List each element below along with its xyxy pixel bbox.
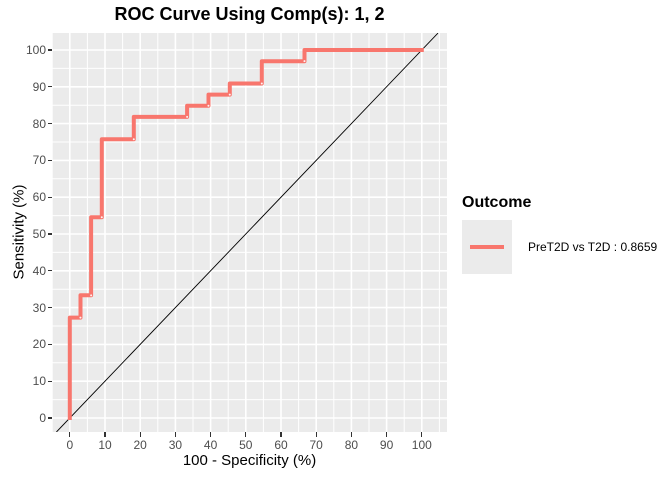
legend-item-label: PreT2D vs T2D : 0.8659 <box>528 240 658 254</box>
y-tick-label: 70 <box>32 153 46 168</box>
roc-corner-dot <box>79 316 82 319</box>
x-tick-mark <box>421 432 423 437</box>
y-tick-mark <box>47 159 52 161</box>
roc-corner-dot <box>90 294 93 297</box>
x-tick-mark <box>69 432 71 437</box>
x-tick-mark <box>386 432 388 437</box>
x-tick-mark <box>315 432 317 437</box>
legend-title: Outcome <box>462 194 532 211</box>
y-tick-mark <box>47 49 52 51</box>
roc-corner-dot <box>228 93 231 96</box>
y-tick-label: 90 <box>32 79 46 94</box>
y-tick-label: 0 <box>39 411 46 425</box>
legend-key <box>462 220 512 274</box>
roc-plot-svg <box>52 33 447 432</box>
y-axis-title: Sensitivity (%) <box>10 184 28 280</box>
y-tick-label: 10 <box>32 374 46 389</box>
diagonal-reference-line <box>56 33 439 432</box>
x-tick-mark <box>139 432 141 437</box>
y-tick-label: 50 <box>32 227 46 241</box>
y-tick-label: 40 <box>32 263 46 278</box>
y-tick-mark <box>47 417 52 419</box>
roc-corner-dot <box>132 138 135 141</box>
y-tick-mark <box>47 307 52 309</box>
plot-panel <box>52 33 447 432</box>
y-tick-mark <box>47 343 52 345</box>
x-tick-mark <box>174 432 176 437</box>
x-tick-label: 40 <box>203 438 218 452</box>
x-tick-label: 60 <box>274 438 288 452</box>
x-tick-label: 10 <box>98 438 112 452</box>
legend: Outcome PreT2D vs T2D : 0.8659 <box>462 194 668 274</box>
y-tick-mark <box>47 233 52 235</box>
x-tick-label: 100 <box>411 438 432 452</box>
x-tick-mark <box>104 432 106 437</box>
x-tick-mark <box>350 432 352 437</box>
x-tick-label: 90 <box>379 438 394 452</box>
y-tick-mark <box>47 380 52 382</box>
y-tick-label: 80 <box>32 116 46 131</box>
y-tick-mark <box>47 196 52 198</box>
y-tick-label: 30 <box>32 300 46 315</box>
legend-item: PreT2D vs T2D : 0.8659 <box>462 220 668 274</box>
x-tick-label: 0 <box>66 438 74 452</box>
roc-corner-dot <box>303 60 306 63</box>
x-tick-label: 70 <box>309 438 323 452</box>
x-tick-mark <box>280 432 282 437</box>
x-tick-label: 50 <box>239 438 253 452</box>
x-tick-mark <box>210 432 212 437</box>
legend-key-line-icon <box>470 245 504 249</box>
x-tick-label: 80 <box>344 438 359 452</box>
y-tick-mark <box>47 86 52 88</box>
x-tick-mark <box>245 432 247 437</box>
x-tick-label: 30 <box>168 438 183 452</box>
roc-corner-dot <box>100 216 103 219</box>
x-tick-label: 20 <box>133 438 147 452</box>
y-tick-mark <box>47 123 52 125</box>
chart-title: ROC Curve Using Comp(s): 1, 2 <box>114 4 385 24</box>
roc-corner-dot <box>260 82 263 85</box>
y-tick-label: 20 <box>32 337 46 352</box>
y-tick-mark <box>47 270 52 272</box>
x-axis-title: 100 - Specificity (%) <box>182 452 317 469</box>
y-tick-label: 60 <box>32 190 46 205</box>
y-tick-label: 100 <box>25 43 46 57</box>
roc-corner-dot <box>186 115 189 118</box>
roc-corner-dot <box>207 104 210 107</box>
